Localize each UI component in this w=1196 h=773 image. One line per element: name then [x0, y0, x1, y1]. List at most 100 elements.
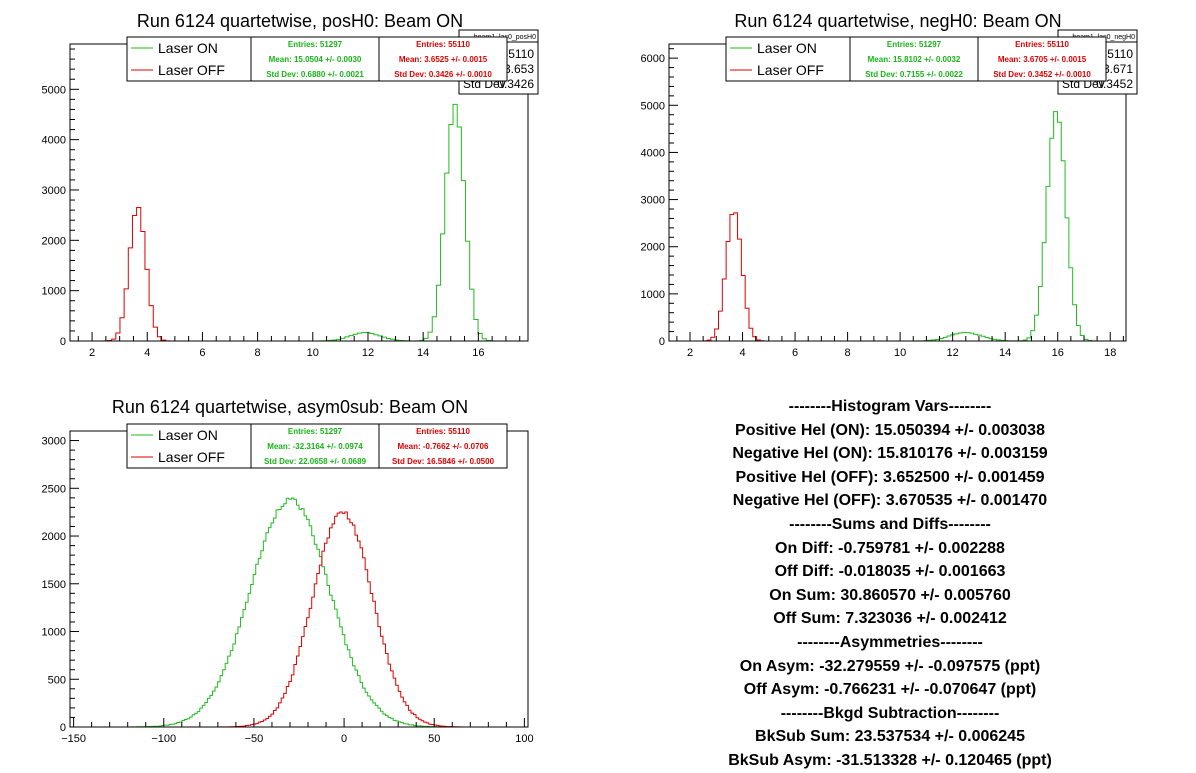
y-tick-label: 1000	[42, 627, 66, 639]
vars-line: Off Diff: -0.018035 +/- 0.001663	[774, 563, 1006, 581]
x-tick-label: 14	[999, 347, 1011, 359]
y-tick-label: 500	[48, 674, 66, 686]
vars-section-header: --------Asymmetries--------	[797, 633, 983, 651]
stats-std-dev: Std Dev: 0.6880 +/- 0.0021	[266, 70, 364, 79]
stats-box-laser-on: Entries: 51297 Mean: 15.8102 +/- 0.0032 St…	[849, 36, 979, 82]
x-tick-label: 8	[845, 347, 851, 359]
y-tick-label: 3000	[641, 195, 665, 207]
stats-entries: Entries: 55110	[1015, 40, 1069, 49]
plot-frame	[668, 43, 1127, 342]
y-tick-label: 5000	[641, 100, 665, 112]
stats-mean: Mean: 15.0504 +/- 0.0030	[269, 55, 362, 64]
y-tick-label: 5000	[42, 84, 66, 96]
statbox-entries: 55110	[1101, 47, 1134, 61]
stats-box-frame	[250, 36, 380, 82]
y-tick-label: 0	[659, 336, 665, 348]
y-tick-label: 3000	[42, 436, 66, 448]
legend-label-laser-on: Laser ON	[158, 40, 218, 56]
stats-std-dev: Std Dev: 0.3452 +/- 0.0010	[993, 70, 1091, 79]
stats-box-frame	[977, 36, 1107, 82]
x-tick-label: 12	[947, 347, 959, 359]
stats-box-frame	[250, 423, 380, 469]
stats-mean: Mean: -32.3164 +/- 0.0974	[267, 442, 363, 451]
stats-entries: Entries: 51297	[288, 40, 343, 49]
stats-box-laser-off: Entries: 55110 Mean: 3.6705 +/- 0.0015 Std…	[977, 36, 1107, 82]
vars-section-header: --------Histogram Vars--------	[788, 398, 992, 415]
x-tick-label: 6	[199, 347, 205, 359]
histogram-series-laser-off	[669, 212, 1126, 342]
legend: Laser ON Laser OFF	[725, 36, 851, 82]
x-tick-label: 12	[362, 347, 374, 359]
y-tick-label: 1500	[42, 579, 66, 591]
vars-line: BkSub Asym: -31.513328 +/- 0.120465 (ppt…	[728, 751, 1052, 769]
stats-mean: Mean: 3.6525 +/- 0.0015	[399, 55, 488, 64]
legend-label-laser-off: Laser OFF	[757, 62, 824, 78]
plot-frame	[69, 430, 529, 728]
x-tick-label: 2	[687, 347, 693, 359]
stats-box-laser-on: Entries: 51297 Mean: -32.3164 +/- 0.0974 S…	[250, 423, 380, 469]
y-tick-label: 4000	[42, 135, 66, 147]
vars-line: Off Sum: 7.323036 +/- 0.002412	[773, 610, 1007, 628]
x-tick-label: 0	[341, 733, 347, 745]
stats-std-dev: Std Dev: 16.5846 +/- 0.0500	[392, 457, 495, 466]
statbox-mean: 3.671	[1103, 62, 1133, 76]
vars-section-header: --------Sums and Diffs--------	[789, 515, 991, 533]
stats-mean: Mean: -0.7662 +/- 0.0706	[398, 442, 489, 451]
stats-entries: Entries: 55110	[416, 40, 470, 49]
y-tick-label: 0	[60, 722, 66, 734]
stats-mean: Mean: 15.8102 +/- 0.0032	[868, 55, 961, 64]
chart-title: Run 6124 quartetwise, posH0: Beam ON	[137, 11, 463, 31]
legend-label-laser-off: Laser OFF	[158, 449, 225, 465]
y-tick-label: 1000	[42, 286, 66, 298]
histogram-vars-panel: --------Histogram Vars-------- Positive H…	[690, 395, 1090, 773]
histogram-series-laser-on	[70, 103, 528, 342]
vars-line: Off Asym: -0.766231 +/- -0.070647 (ppt)	[743, 681, 1037, 699]
vars-line: Positive Hel (OFF): 3.652500 +/- 0.00145…	[735, 468, 1045, 486]
vars-line: Negative Hel (ON): 15.810176 +/- 0.00315…	[732, 445, 1048, 463]
x-tick-label: −150	[61, 733, 86, 745]
x-tick-label: 18	[1104, 347, 1116, 359]
stats-box-frame	[849, 36, 979, 82]
y-tick-label: 4000	[641, 147, 665, 159]
histogram-panel-2: Run 6124 quartetwise, negH0: Beam ON 2 4 6 8…	[641, 11, 1138, 359]
stats-entries: Entries: 55110	[416, 427, 470, 436]
stats-entries: Entries: 51297	[887, 40, 942, 49]
legend-frame	[126, 423, 252, 469]
y-tick-label: 2000	[641, 242, 665, 254]
x-tick-label: 10	[894, 347, 906, 359]
legend: Laser ON Laser OFF	[126, 423, 252, 469]
y-tick-label: 6000	[641, 53, 665, 65]
stats-box-frame	[378, 423, 508, 469]
stats-mean: Mean: 3.6705 +/- 0.0015	[998, 55, 1087, 64]
x-tick-label: 4	[144, 347, 150, 359]
y-tick-label: 0	[60, 336, 66, 348]
vars-line: On Sum: 30.860570 +/- 0.005760	[769, 586, 1011, 604]
chart-title: Run 6124 quartetwise, asym0sub: Beam ON	[112, 397, 468, 417]
y-tick-label: 2000	[42, 235, 66, 247]
histogram-panel-3: Run 6124 quartetwise, asym0sub: Beam ON −…	[42, 397, 534, 745]
y-tick-label: 2000	[42, 531, 66, 543]
vars-line: Positive Hel (ON): 15.050394 +/- 0.00303…	[735, 421, 1045, 439]
vars-line: On Diff: -0.759781 +/- 0.002288	[775, 539, 1005, 557]
stats-box-laser-off: Entries: 55110 Mean: -0.7662 +/- 0.0706 St…	[378, 423, 508, 469]
legend-frame	[725, 36, 851, 82]
stats-entries: Entries: 51297	[288, 427, 343, 436]
stats-std-dev: Std Dev: 0.3426 +/- 0.0010	[394, 70, 492, 79]
stats-std-dev: Std Dev: 0.7155 +/- 0.0022	[865, 70, 963, 79]
y-tick-label: 1000	[641, 289, 665, 301]
histogram-series-laser-on	[70, 497, 528, 728]
x-tick-label: 16	[472, 347, 484, 359]
vars-line: BkSub Sum: 23.537534 +/- 0.006245	[755, 728, 1025, 746]
histogram-series-laser-off	[70, 207, 528, 342]
x-tick-label: 14	[417, 347, 429, 359]
x-tick-label: 16	[1052, 347, 1064, 359]
stats-box-laser-on: Entries: 51297 Mean: 15.0504 +/- 0.0030 St…	[250, 36, 380, 82]
stats-box-frame	[378, 36, 508, 82]
x-tick-label: 50	[428, 733, 440, 745]
y-tick-label: 2500	[42, 483, 66, 495]
histogram-panel-1: Run 6124 quartetwise, posH0: Beam ON 2 4 6 8…	[42, 11, 539, 359]
statbox-entries: 55110	[502, 47, 535, 61]
x-tick-label: −50	[245, 733, 264, 745]
vars-section-header: --------Bkgd Subtraction--------	[780, 704, 1000, 722]
